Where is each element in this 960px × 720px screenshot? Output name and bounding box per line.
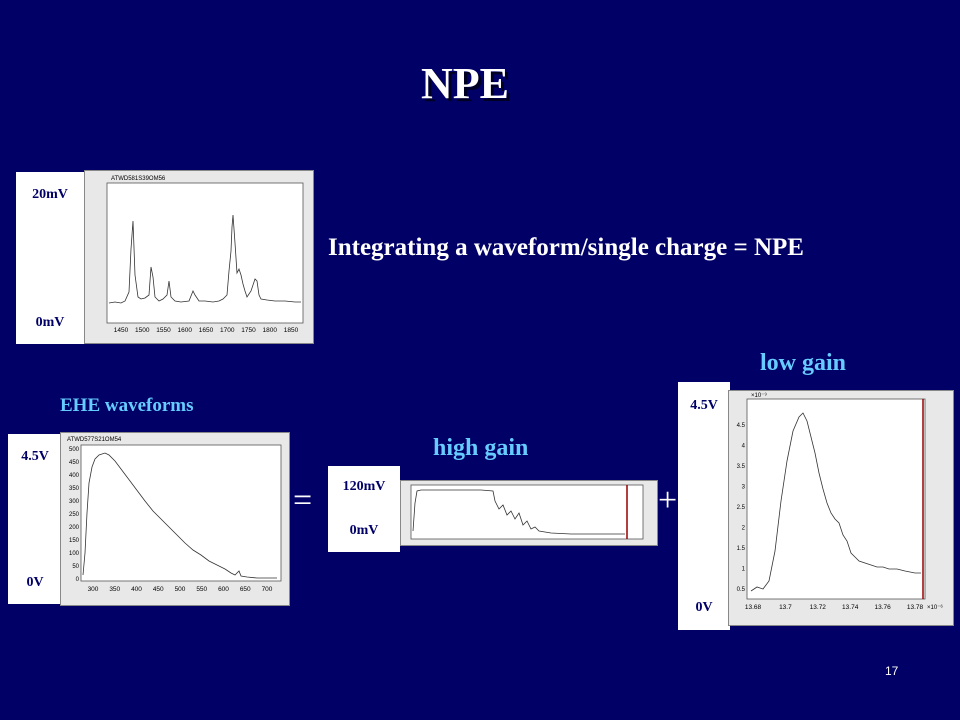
high-gain-trace (412, 489, 625, 535)
low-gain-plot-y-max-label: 4.5V (690, 398, 718, 413)
low-gain-plot-y-min-label: 0V (695, 600, 713, 615)
top-plot-x-tick-label: 1650 (199, 327, 214, 334)
ehe-plot-axis-labels: 4.5V 0V (8, 434, 62, 604)
ehe-plot-y-tick-label: 200 (69, 525, 80, 531)
ehe-plot-x-tick-label: 700 (262, 586, 273, 593)
low-gain-plot-axis-labels: 4.5V 0V (678, 382, 730, 630)
low-gain-y-tick-label: 3.5 (737, 464, 746, 470)
ehe-plot-y-min-label: 0V (26, 575, 44, 590)
low-gain-y-ticks: 0.5 1 1.5 2 2.5 3 3.5 4 4.5 (737, 423, 746, 593)
ehe-plot-x-ticks: 300 350 400 450 500 550 600 650 700 (88, 586, 273, 593)
low-gain-y-exponent: ×10⁻⁹ (751, 392, 767, 399)
low-gain-x-tick-label: 13.68 (745, 604, 762, 611)
top-plot-y-max-label: 20mV (32, 187, 68, 202)
slide-title: NPE (421, 59, 509, 108)
ehe-plot-y-tick-label: 250 (69, 512, 80, 518)
top-plot-x-tick-label: 1700 (220, 327, 235, 334)
ehe-plot-y-tick-label: 100 (69, 551, 80, 557)
low-gain-x-tick-label: 13.76 (874, 604, 891, 611)
ehe-plot-y-tick-label: 500 (69, 447, 80, 453)
top-plot-x-tick-label: 1800 (263, 327, 278, 334)
npe-definition: Integrating a waveform/single charge = N… (328, 234, 804, 261)
ehe-plot-y-ticks: 0 50 100 150 200 250 300 350 400 450 500 (69, 447, 80, 583)
ehe-plot-x-tick-label: 400 (131, 586, 142, 593)
low-gain-y-tick-label: 1.5 (737, 546, 746, 552)
top-plot-x-tick-label: 1750 (241, 327, 256, 334)
low-gain-x-tick-label: 13.78 (907, 604, 924, 611)
ehe-plot-y-tick-label: 450 (69, 460, 80, 466)
top-plot-x-tick-label: 1450 (114, 327, 129, 334)
high-gain-plot-y-max-label: 120mV (342, 479, 386, 494)
ehe-plot-x-tick-label: 600 (218, 586, 229, 593)
page-number: 17 (885, 664, 899, 678)
ehe-plot-y-tick-label: 300 (69, 499, 80, 505)
low-gain-plot: ×10⁻⁹ ×10⁻⁶ 13.68 13.7 13.72 13.74 13.76 13.7… (728, 390, 954, 626)
ehe-plot-x-tick-label: 350 (109, 586, 120, 593)
low-gain-x-tick-label: 13.72 (810, 604, 827, 611)
low-gain-trace (750, 412, 921, 592)
high-gain-plot (400, 480, 658, 546)
low-gain-y-tick-label: 2.5 (737, 505, 746, 511)
ehe-plot-y-tick-label: 350 (69, 486, 80, 492)
equals-sign: = (293, 482, 313, 519)
ehe-plot-x-tick-label: 300 (88, 586, 99, 593)
top-plot-x-ticks: 1450 1500 1550 1600 1650 1700 1750 1800 1850 (114, 327, 299, 334)
low-gain-y-tick-label: 4 (742, 444, 746, 450)
low-gain-x-ticks: 13.68 13.7 13.72 13.74 13.76 13.78 (745, 604, 924, 611)
top-plot-x-tick-label: 1600 (178, 327, 193, 334)
high-gain-heading: high gain (433, 435, 529, 461)
top-waveform-trace (108, 214, 301, 304)
ehe-waveform-plot: ATWD577S21OM54 300 350 400 450 500 550 600 650 7… (60, 432, 290, 606)
low-gain-y-tick-label: 2 (742, 526, 746, 532)
low-gain-y-tick-label: 4.5 (737, 423, 746, 429)
low-gain-x-exponent: ×10⁻⁶ (927, 604, 943, 611)
high-gain-plot-axis-labels: 120mV 0mV (328, 466, 400, 552)
ehe-plot-x-tick-label: 650 (240, 586, 251, 593)
low-gain-y-tick-label: 1 (742, 567, 746, 573)
ehe-plot-y-tick-label: 150 (69, 538, 80, 544)
ehe-plot-y-max-label: 4.5V (21, 449, 49, 464)
ehe-waveforms-heading: EHE waveforms (60, 395, 194, 416)
top-plot-header: ATWD581S39OM56 (111, 176, 166, 182)
ehe-plot-header: ATWD577S21OM54 (67, 437, 122, 443)
ehe-waveform-trace (82, 452, 277, 579)
ehe-plot-y-tick-label: 50 (72, 564, 79, 570)
ehe-plot-x-tick-label: 450 (153, 586, 164, 593)
top-plot-x-tick-label: 1550 (156, 327, 171, 334)
ehe-plot-x-tick-label: 550 (196, 586, 207, 593)
low-gain-y-tick-label: 0.5 (737, 587, 746, 593)
low-gain-x-tick-label: 13.7 (779, 604, 792, 611)
low-gain-heading: low gain (760, 350, 847, 376)
top-plot-axis-labels: 20mV 0mV (16, 172, 84, 344)
ehe-plot-x-tick-label: 500 (175, 586, 186, 593)
top-plot-x-tick-label: 1850 (284, 327, 299, 334)
ehe-plot-y-tick-label: 0 (76, 577, 80, 583)
top-waveform-plot: ATWD581S39OM56 1450 1500 1550 1600 1650 1700 1… (84, 170, 314, 344)
top-plot-y-min-label: 0mV (35, 315, 65, 330)
top-plot-x-tick-label: 1500 (135, 327, 150, 334)
low-gain-y-tick-label: 3 (742, 485, 746, 491)
plus-sign: + (658, 482, 678, 519)
high-gain-plot-y-min-label: 0mV (349, 523, 379, 538)
low-gain-x-tick-label: 13.74 (842, 604, 859, 611)
ehe-plot-y-tick-label: 400 (69, 473, 80, 479)
